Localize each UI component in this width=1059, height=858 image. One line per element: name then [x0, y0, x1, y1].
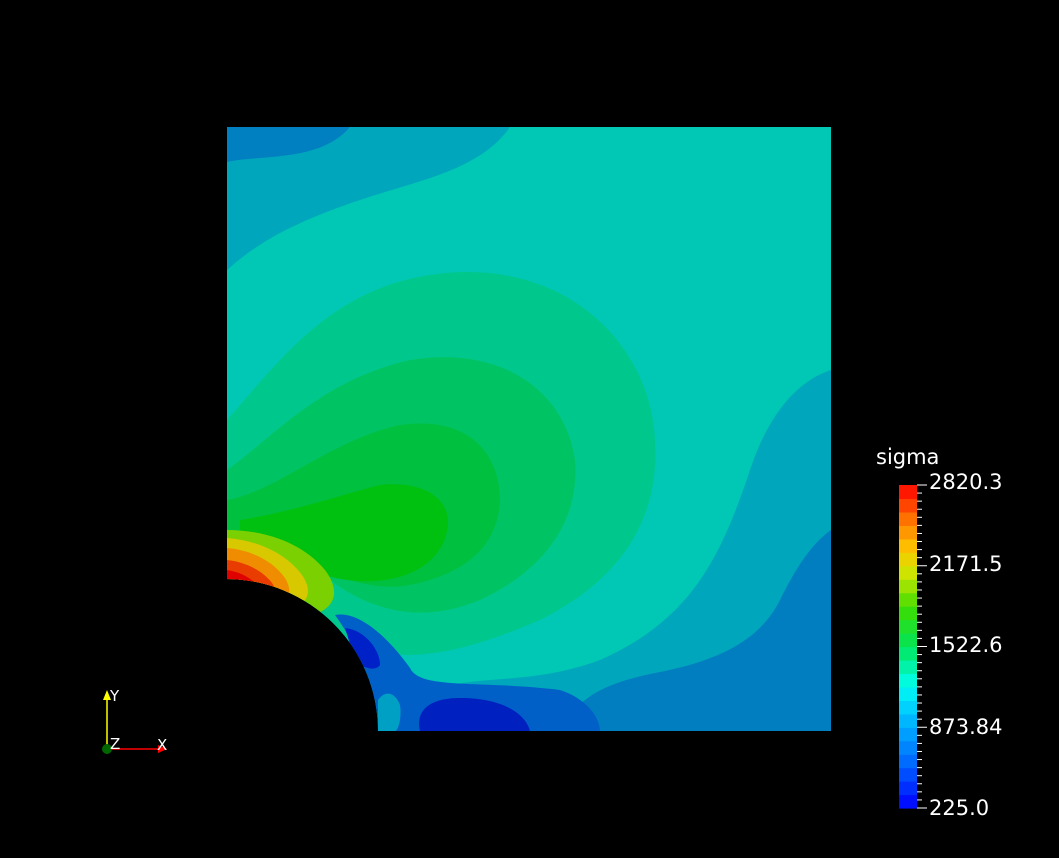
scalar-bar-band [899, 754, 917, 769]
y-axis-arrowhead [103, 690, 111, 700]
contour-band-top-corner [227, 127, 350, 162]
scalar-bar-band [899, 767, 917, 782]
contour-band-low-3 [419, 698, 530, 731]
scalar-bar-band [899, 552, 917, 567]
contour-band-top-left [227, 127, 510, 270]
contour-band-low-2 [345, 628, 380, 669]
scalar-bar-band [899, 781, 917, 796]
scalar-bar-title: sigma [876, 445, 940, 469]
contour-band-right-dark [560, 530, 831, 731]
scalar-bar-band [899, 525, 917, 540]
z-axis-label: Z [110, 735, 121, 753]
scalar-bar-band [899, 740, 917, 755]
scalar-bar-label-min: 225.0 [929, 796, 990, 820]
scalar-bar-band [899, 727, 917, 742]
scalar-bar-band [899, 511, 917, 526]
scalar-bar-label-max: 2820.3 [929, 470, 1003, 494]
contour-band-right [420, 370, 831, 731]
scalar-bar-band [899, 538, 917, 553]
scalar-bar-band [899, 592, 917, 607]
scalar-bar-band [899, 485, 917, 500]
scalar-bar-ticks [917, 484, 927, 809]
scalar-bar-band [899, 659, 917, 675]
orientation-axes [102, 690, 167, 754]
z-axis-dot [102, 744, 112, 754]
scalar-bar-band [899, 606, 917, 621]
scalar-bar-label-3: 1522.6 [929, 633, 1003, 657]
contour-band-low-1 [335, 614, 600, 731]
scalar-bar-band [899, 713, 917, 728]
scalar-bar-band [899, 619, 917, 634]
stress-contour-plot [227, 127, 831, 731]
scalar-bar-band [899, 794, 917, 809]
scalar-bar-band [899, 498, 917, 513]
scalar-bar-band [899, 686, 917, 701]
scalar-bar-band [899, 700, 917, 715]
scalar-bar-band [899, 646, 917, 661]
scalar-bar-color-bands [899, 485, 917, 809]
scalar-bar [899, 484, 927, 809]
contour-band-low-4 [378, 693, 401, 731]
x-axis-label: X [157, 736, 168, 754]
scalar-bar-band [899, 579, 917, 594]
x-axis-arrowhead [158, 745, 167, 753]
scalar-bar-band [899, 633, 917, 648]
scalar-bar-band [899, 673, 917, 688]
scalar-bar-label-2: 2171.5 [929, 552, 1003, 576]
scalar-bar-label-4: 873.84 [929, 715, 1003, 739]
scalar-bar-band [899, 565, 917, 580]
y-axis-label: Y [110, 687, 120, 705]
